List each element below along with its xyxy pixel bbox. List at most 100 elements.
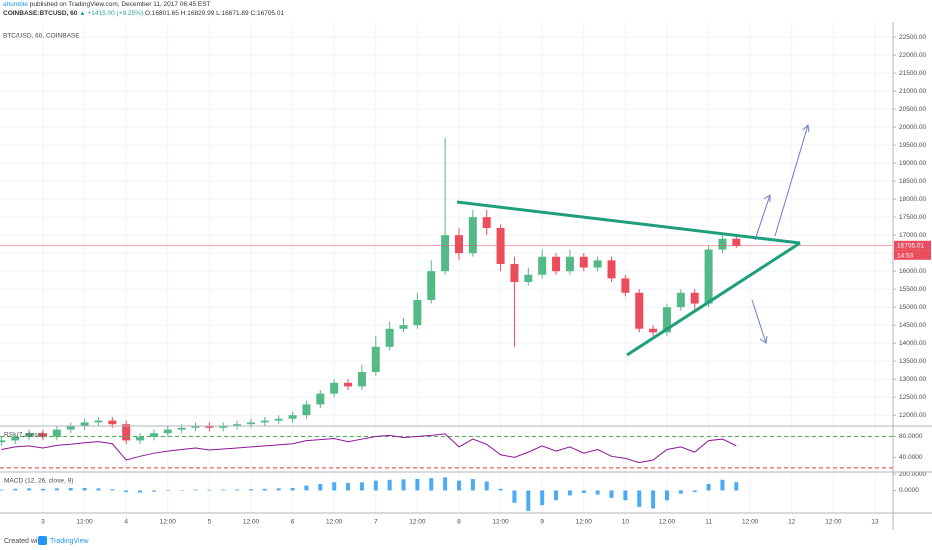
trend-line xyxy=(456,200,801,245)
macd-bar xyxy=(443,477,448,491)
candle-body xyxy=(607,260,616,279)
macd-bar xyxy=(512,490,517,503)
macd-bar xyxy=(637,490,642,507)
arrow-head xyxy=(802,123,810,133)
last-price-label: 16705.01 xyxy=(897,243,924,250)
y-tick-label: 16000.00 xyxy=(899,268,926,275)
candle-body xyxy=(246,422,255,425)
y-tick-label: 13000.00 xyxy=(899,376,926,383)
arrow xyxy=(774,124,809,237)
y-tick-label: 19000.00 xyxy=(899,160,926,167)
x-tick-label: 12:00 xyxy=(492,519,509,526)
macd-bar xyxy=(387,479,392,491)
x-tick-label: 10 xyxy=(622,519,630,526)
candle-body xyxy=(11,436,20,441)
y-tick-label: 18000.00 xyxy=(899,196,926,203)
candle-body xyxy=(205,426,214,428)
candle-body xyxy=(579,256,588,268)
macd-bar xyxy=(415,478,420,491)
candle-body xyxy=(149,433,158,437)
candle-body xyxy=(191,426,200,428)
y-tick-label: 17500.00 xyxy=(899,214,926,221)
macd-bar xyxy=(68,487,73,491)
x-tick-label: 5 xyxy=(208,519,212,526)
x-tick-label: 13 xyxy=(871,519,879,526)
candle-body xyxy=(441,235,450,272)
candle-body xyxy=(136,436,145,441)
macd-bar xyxy=(0,489,4,491)
price-label-box xyxy=(894,240,931,251)
y-tick-label: 18500.00 xyxy=(899,178,926,185)
footer-brand: TradingView xyxy=(50,538,89,545)
arrow-head xyxy=(763,194,771,202)
macd-bar xyxy=(54,488,59,491)
published: published on TradingView.com, December 1… xyxy=(29,1,211,8)
x-tick-label: 12:00 xyxy=(326,519,343,526)
x-tick-label: 12:00 xyxy=(76,519,93,526)
x-tick-label: 6 xyxy=(291,519,295,526)
author: ahumble xyxy=(3,1,28,8)
arrow xyxy=(754,194,771,241)
x-tick-label: 12:00 xyxy=(243,519,260,526)
arrow xyxy=(751,299,767,344)
macd-bar xyxy=(706,483,711,491)
macd-bar xyxy=(567,490,572,496)
y-tick-label: 14000.00 xyxy=(899,340,926,347)
candle-body xyxy=(621,278,630,293)
x-tick-label: 12:00 xyxy=(409,519,426,526)
macd-bar xyxy=(470,478,475,491)
y-tick-label: 19500.00 xyxy=(899,142,926,149)
candle-body xyxy=(219,426,228,428)
y-tick-label: 12500.00 xyxy=(899,394,926,401)
x-tick-label: 7 xyxy=(374,519,378,526)
y-tick-label: 80.0000 xyxy=(899,433,923,440)
y-tick-label: 15000.00 xyxy=(899,304,926,311)
macd-bar xyxy=(401,479,406,491)
candle-body xyxy=(468,217,477,254)
candle-body xyxy=(52,429,61,437)
macd-bar xyxy=(138,490,143,493)
macd-bar xyxy=(456,480,461,491)
macd-bar xyxy=(554,490,559,501)
macd-bar xyxy=(581,490,586,493)
separators xyxy=(0,22,932,530)
symbol: COINBASE:BTCUSD, 60 xyxy=(3,10,78,17)
marks: 3 12:00 4 12:00 5 12:00 6 12:00 7 12:00 8 12:00 9 12:… xyxy=(0,22,931,526)
header-line: ahumble published on TradingView.com, De… xyxy=(3,1,211,8)
candle-body xyxy=(302,404,311,416)
macd-bar xyxy=(96,488,101,491)
macd-bar xyxy=(540,490,545,506)
candle-body xyxy=(94,420,103,423)
x-tick-label: 9 xyxy=(540,519,544,526)
candle-body xyxy=(662,307,671,333)
y-tick-label: 13500.00 xyxy=(899,358,926,365)
macd-bar xyxy=(207,489,212,491)
macd-bar xyxy=(359,482,364,491)
candle-body xyxy=(233,424,242,426)
macd-bar xyxy=(429,478,434,491)
y-tick-label: 12000.00 xyxy=(899,412,926,419)
candle-body xyxy=(565,256,574,272)
macd-bar xyxy=(623,490,628,501)
candle-body xyxy=(538,256,547,275)
x-tick-label: 4 xyxy=(124,519,128,526)
candle-body xyxy=(344,382,353,387)
ohlc: O:16801.65 H:16829.99 L:16671.89 C:16705… xyxy=(144,10,285,17)
header-line: COINBASE:BTCUSD, 60 ▲ +1415.00 (+9.25%) … xyxy=(3,10,284,17)
candle-body xyxy=(524,274,533,282)
macd-bar xyxy=(82,487,87,491)
candle-body xyxy=(357,371,366,387)
y-tick-label: 40.0000 xyxy=(899,454,923,461)
macd-bar xyxy=(40,488,45,491)
x-tick-label: 3 xyxy=(41,519,45,526)
macd-bar xyxy=(373,480,378,491)
trend-line xyxy=(626,241,801,357)
y-tick-label: 21000.00 xyxy=(899,88,926,95)
arrow-head xyxy=(759,335,768,344)
candle-body xyxy=(274,418,283,421)
footer-text: Created with xyxy=(4,538,43,545)
y-tick-label: 0.0000 xyxy=(899,487,919,494)
